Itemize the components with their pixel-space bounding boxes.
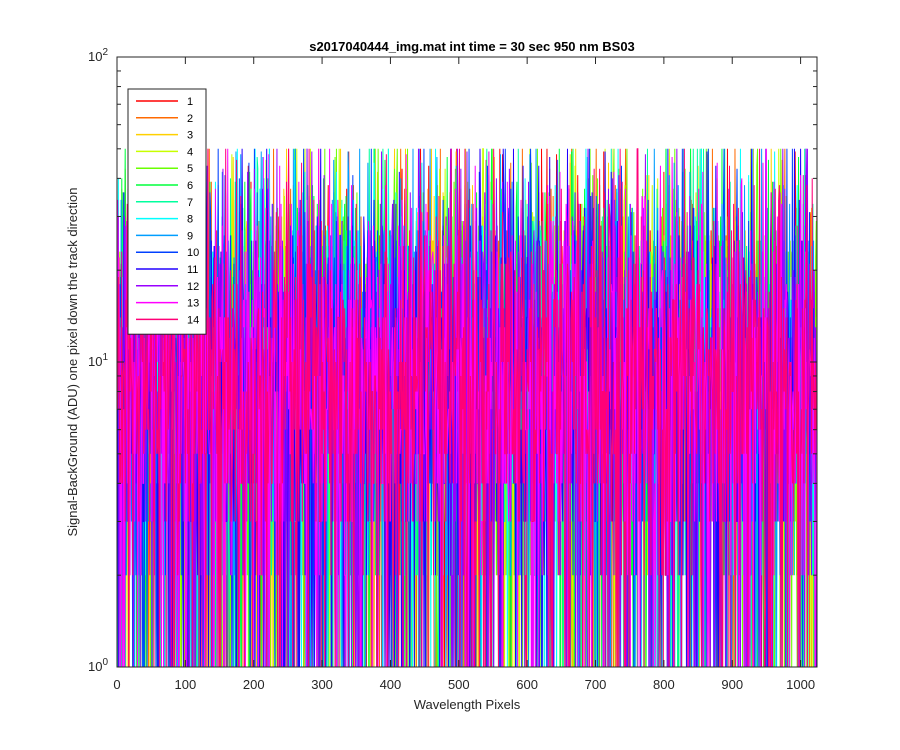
x-tick-label: 0: [113, 677, 120, 692]
legend-label-7: 7: [187, 197, 193, 209]
x-axis-label: Wavelength Pixels: [414, 697, 521, 712]
x-tick-label: 900: [721, 677, 743, 692]
legend-label-11: 11: [187, 264, 198, 276]
legend-label-8: 8: [187, 214, 193, 226]
x-tick-label: 300: [311, 677, 333, 692]
legend-label-1: 1: [187, 96, 193, 108]
legend-label-13: 13: [187, 298, 199, 310]
x-tick-label: 200: [243, 677, 265, 692]
legend-label-6: 6: [187, 180, 193, 192]
legend-label-4: 4: [187, 146, 193, 158]
y-axis-label: Signal-BackGround (ADU) one pixel down t…: [65, 187, 80, 536]
legend-label-12: 12: [187, 281, 199, 293]
legend-label-10: 10: [187, 247, 199, 259]
series-layer: [117, 148, 818, 668]
legend-label-2: 2: [187, 113, 193, 125]
x-tick-label: 1000: [786, 677, 815, 692]
x-tick-label: 100: [175, 677, 197, 692]
series-line-14: [117, 148, 817, 668]
x-tick-label: 600: [516, 677, 538, 692]
legend-label-9: 9: [187, 230, 193, 242]
legend-label-5: 5: [187, 163, 193, 175]
x-tick-label: 700: [585, 677, 607, 692]
x-tick-label: 500: [448, 677, 470, 692]
chart-title: s2017040444_img.mat int time = 30 sec 95…: [309, 39, 635, 54]
legend-label-3: 3: [187, 130, 193, 142]
legend-label-14: 14: [187, 314, 199, 326]
x-tick-label: 800: [653, 677, 675, 692]
axis-layer: 0 100 200 300 400 500 600 700 800 900 100010010110…: [88, 47, 817, 692]
x-tick-label: 400: [380, 677, 402, 692]
legend-box: [127, 88, 207, 335]
